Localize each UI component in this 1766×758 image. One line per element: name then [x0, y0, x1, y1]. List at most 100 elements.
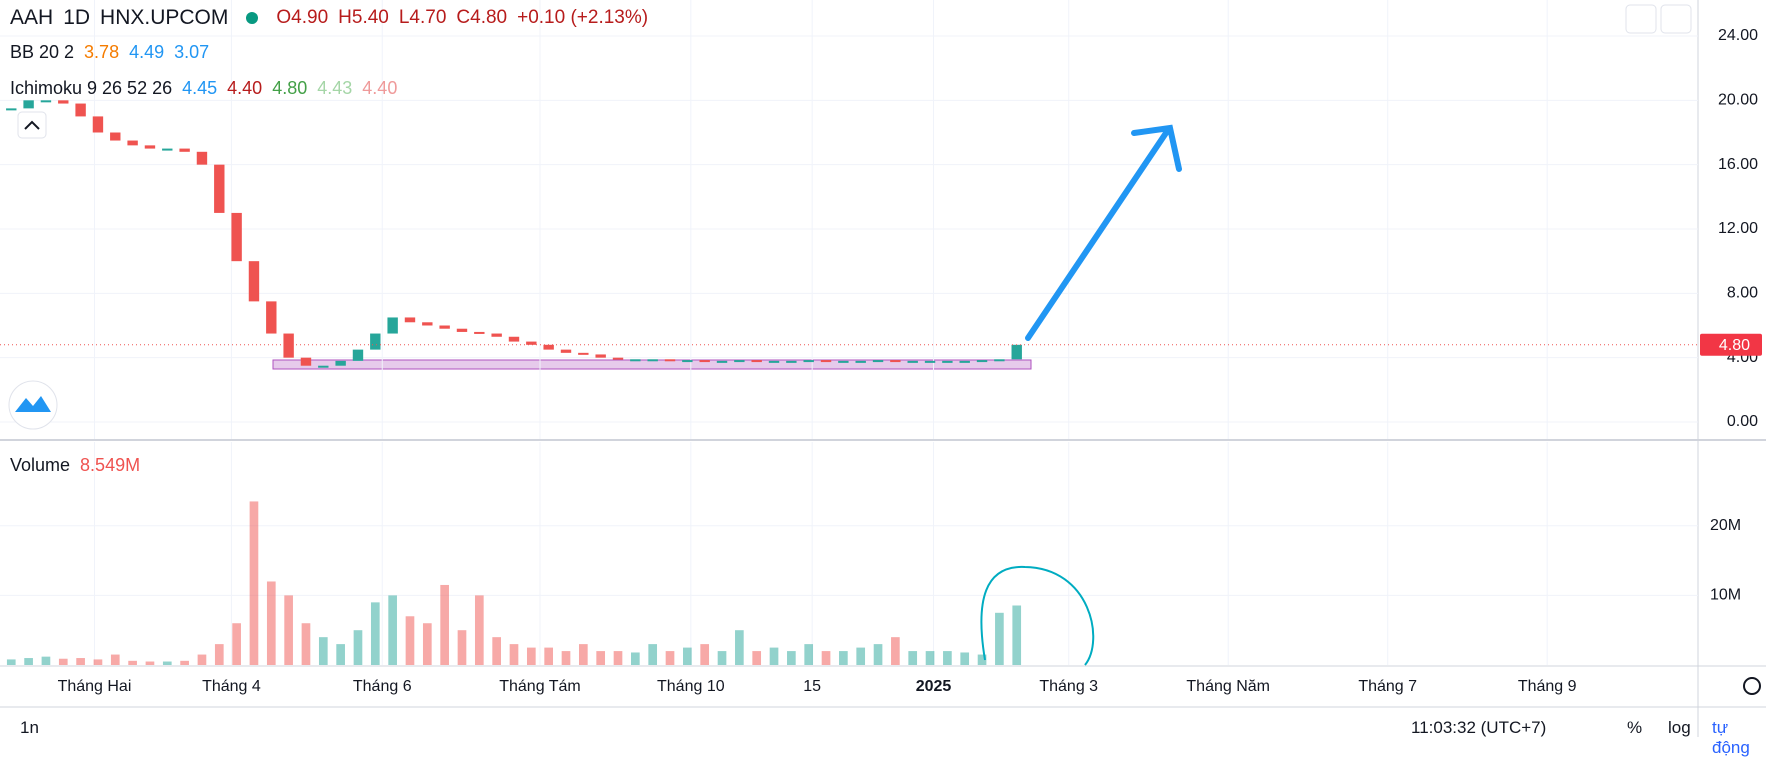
candle	[647, 359, 658, 362]
header: AAH 1D HNX.UPCOM O4.90 H5.40 L4.70 C4.80…	[10, 6, 648, 30]
ohlc: O4.90	[276, 7, 329, 28]
candle	[387, 317, 398, 334]
collapse-icon	[24, 120, 40, 130]
volume-bar	[422, 623, 432, 665]
volume-bar	[769, 647, 779, 665]
candle	[994, 359, 1005, 362]
x-tick-label: Tháng 6	[353, 678, 412, 695]
volume-bar	[180, 660, 189, 665]
auto-button[interactable]: tự động	[1712, 718, 1750, 757]
candle	[751, 360, 762, 363]
ohlc: H5.40	[338, 7, 389, 28]
volume-bar	[110, 654, 120, 665]
volume-bar	[839, 651, 848, 665]
candle	[144, 145, 156, 149]
volume-bar	[492, 637, 501, 665]
candle	[404, 317, 416, 323]
volume-bar	[717, 651, 727, 665]
volume-bar	[526, 647, 536, 665]
volume-bar	[804, 644, 814, 665]
range-button[interactable]: 1n	[20, 718, 39, 737]
candle	[820, 360, 832, 363]
volume-bar	[1012, 605, 1022, 665]
candle	[248, 261, 260, 302]
indicator-text: 4.43	[317, 78, 353, 98]
y-tick-label: 16.00	[1718, 156, 1758, 173]
x-tick-label: Tháng Hai	[58, 678, 132, 695]
candle	[318, 365, 329, 368]
volume-bar	[648, 644, 658, 665]
circle-annotation	[980, 565, 1095, 666]
x-tick-label: Tháng 9	[1518, 678, 1577, 695]
candle	[23, 100, 34, 109]
volume-legend: Volume 8.549M	[10, 455, 140, 476]
volume-bar	[596, 651, 606, 665]
volume-bar	[266, 581, 276, 665]
candle	[630, 359, 641, 362]
volume-bar	[960, 652, 970, 665]
indicator-text: 4.49	[129, 42, 165, 62]
candle	[578, 352, 589, 355]
download-button[interactable]	[1625, 4, 1657, 34]
volume-bar	[249, 501, 259, 665]
volume-bar	[821, 651, 831, 665]
volume-bar	[735, 630, 744, 665]
y-tick-label: 12.00	[1718, 220, 1758, 237]
volume-name: Volume	[10, 455, 71, 475]
volume-bar	[995, 612, 1004, 665]
volume-bar	[214, 644, 224, 665]
volume-bar	[41, 656, 51, 665]
volume-bar	[353, 630, 363, 665]
change: +0.10 (+2.13%)	[517, 7, 649, 28]
candle	[162, 148, 173, 151]
ohlc: C4.80	[456, 7, 508, 28]
volume-bar	[6, 659, 16, 665]
volume-bar	[873, 644, 883, 665]
candle	[6, 108, 17, 111]
candle	[422, 322, 433, 326]
x-tick-label: 15	[803, 678, 821, 695]
indicator-text: Ichimoku 9 26 52 26	[10, 78, 173, 98]
volume-bar	[128, 660, 137, 665]
percent-button[interactable]: %	[1627, 718, 1643, 737]
candle	[716, 360, 728, 363]
candle	[803, 360, 814, 363]
collapse-button[interactable]	[17, 111, 47, 139]
candle	[491, 333, 502, 337]
log-button[interactable]: log	[1668, 718, 1691, 737]
candle	[58, 100, 69, 104]
ohlc: L4.70	[398, 7, 447, 28]
logo-icon	[15, 396, 51, 412]
indicator-text: 4.45	[182, 78, 218, 98]
exchange: HNX.UPCOM	[100, 6, 229, 29]
volume-bar	[284, 595, 293, 665]
volume-bar	[700, 644, 710, 665]
fullscreen-button[interactable]	[1660, 4, 1692, 34]
volume-bar	[613, 651, 623, 665]
candle	[127, 140, 138, 146]
candle	[976, 360, 988, 363]
volume-bar	[232, 623, 241, 665]
volume-bar	[509, 644, 519, 665]
volume-bar	[891, 637, 900, 665]
logo[interactable]	[8, 380, 58, 430]
marks: Tháng Hai Tháng 4 Tháng 6 Tháng Tám Tháng 10…	[0, 0, 1698, 695]
volume-bar	[665, 651, 675, 665]
settings-icon[interactable]	[1743, 677, 1761, 695]
candle	[907, 360, 918, 363]
candle	[214, 164, 225, 213]
candle	[352, 349, 364, 361]
symbol: AAH	[10, 6, 54, 29]
candle	[734, 360, 745, 363]
volume-bar	[440, 584, 449, 665]
volume-bar	[162, 661, 172, 665]
y-tick-label: 8.00	[1727, 285, 1758, 302]
candle	[456, 328, 468, 332]
volume-bar	[943, 651, 952, 665]
x-tick-label: 2025	[916, 678, 952, 695]
price-tag	[1700, 333, 1762, 356]
indicator-text: 3.07	[174, 42, 210, 62]
volume-bar	[76, 658, 85, 665]
indicator-text: BB 20 2	[10, 42, 75, 62]
